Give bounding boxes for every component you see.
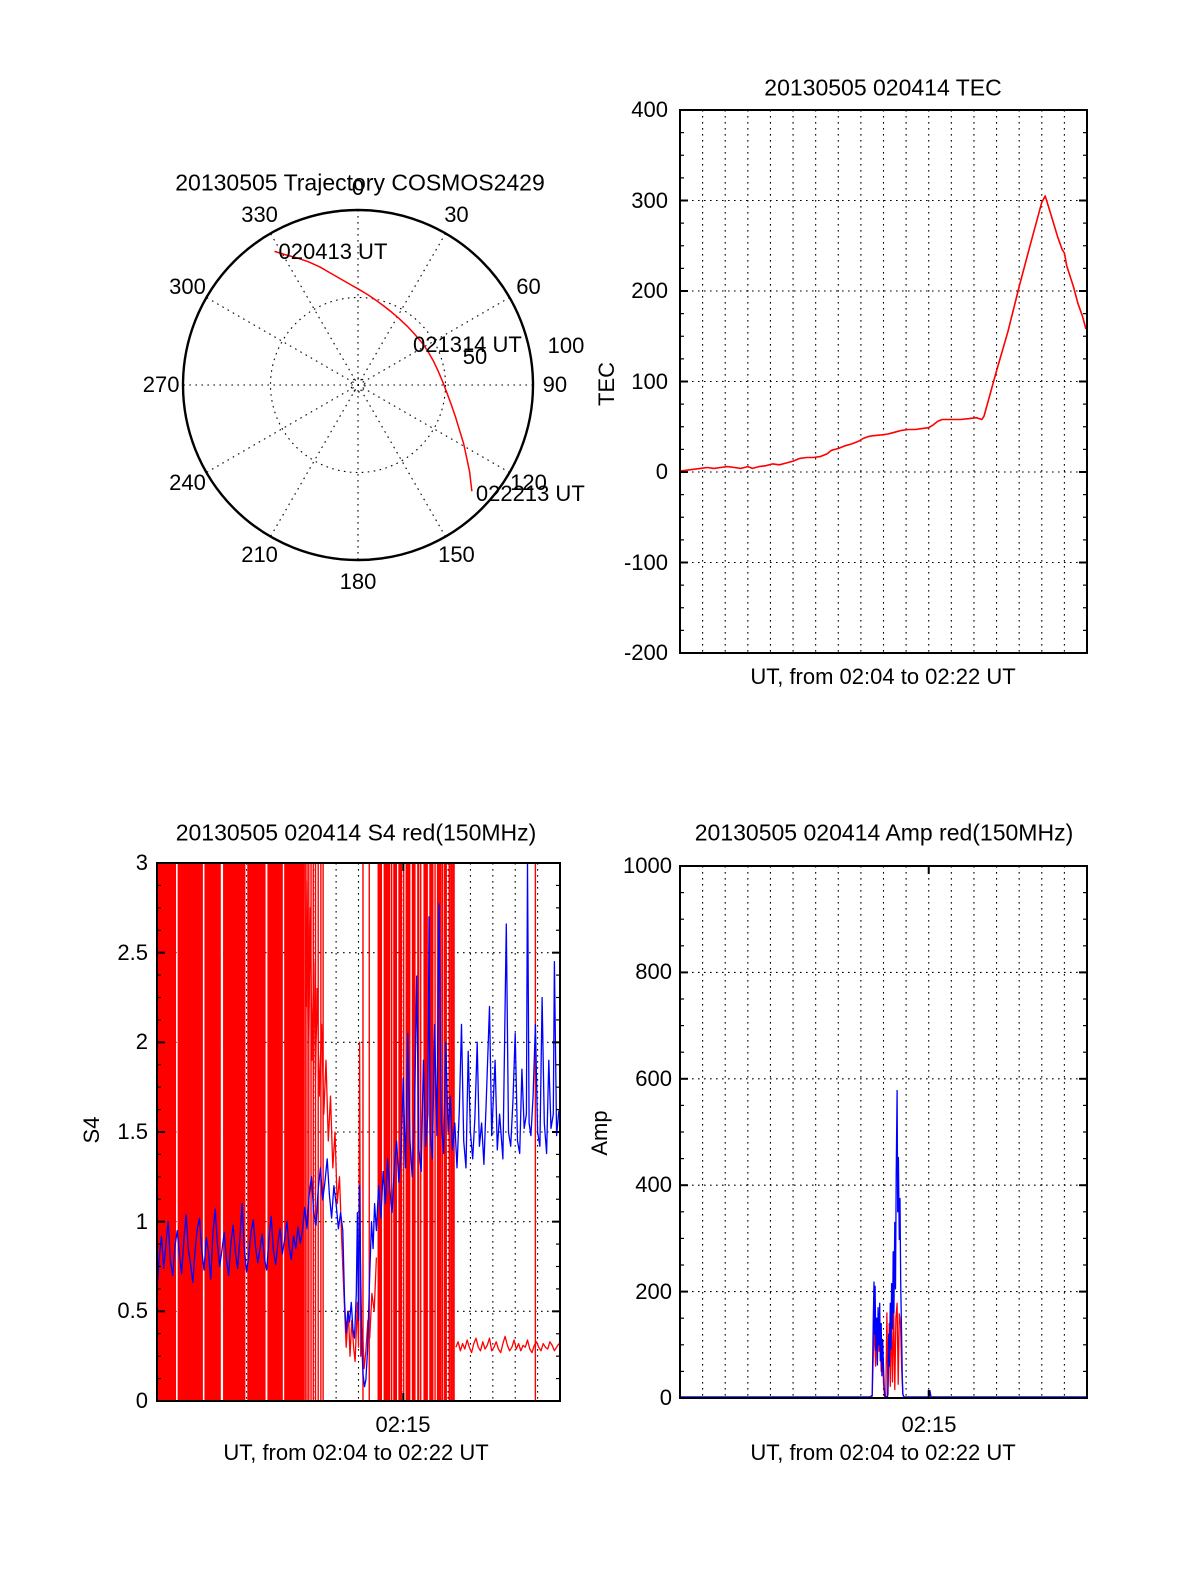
tec-ytick-label: 300 — [631, 187, 668, 213]
azimuth-tick-label: 0 — [351, 175, 365, 201]
amp-y-axis-label: Amp — [587, 1110, 612, 1156]
s4-x-axis-label: UT, from 02:04 to 02:22 UT — [223, 1440, 489, 1465]
amp-title: 20130505 020414 Amp red(150MHz) — [694, 819, 1074, 846]
amp-ytick-label: 400 — [635, 1172, 672, 1198]
azimuth-tick-label: 90 — [542, 372, 568, 397]
s4-ytick-label: 2.5 — [117, 939, 148, 965]
s4-ytick-label: 1.5 — [117, 1119, 148, 1144]
amp-ytick-label: 0 — [659, 1385, 672, 1410]
tec-ytick-label: 0 — [655, 459, 668, 484]
azimuth-tick-label: 60 — [516, 273, 541, 299]
s4-ytick-label: 0 — [135, 1388, 148, 1413]
tec-title: 20130505 020414 TEC — [764, 74, 1002, 101]
azimuth-tick-label: 270 — [142, 372, 180, 397]
trajectory-time-label: 022213 UT — [475, 481, 585, 507]
amp-ytick-label: 600 — [635, 1065, 672, 1091]
amp-xtick-label: 02:15 — [901, 1412, 957, 1437]
tec-ytick-label: 200 — [631, 278, 668, 303]
tec-ytick-label: -100 — [623, 549, 668, 575]
azimuth-tick-label: 30 — [444, 201, 469, 227]
azimuth-tick-label: 180 — [339, 568, 377, 594]
s4-y-axis-label: S4 — [79, 1116, 104, 1144]
trajectory-title: 20130505 Trajectory COSMOS2429 — [175, 169, 545, 196]
azimuth-tick-label: 150 — [438, 542, 475, 568]
trajectory-time-label: 021314 UT — [413, 332, 522, 358]
radial-tick-label: 100 — [547, 333, 585, 358]
amp-ytick-label: 200 — [635, 1278, 672, 1304]
azimuth-tick-label: 240 — [169, 470, 206, 496]
tec-ytick-label: 400 — [631, 97, 668, 122]
s4-ytick-label: 1 — [135, 1208, 148, 1234]
s4-ytick-label: 2 — [135, 1029, 148, 1055]
azimuth-tick-label: 120 — [510, 470, 547, 496]
tec-y-axis-label: TEC — [594, 362, 619, 406]
radial-tick-label: 50 — [462, 344, 488, 369]
tec-ytick-label: -200 — [623, 640, 668, 665]
tec-x-axis-label: UT, from 02:04 to 02:22 UT — [750, 664, 1016, 689]
s4-ytick-label: 3 — [135, 850, 148, 875]
amp-ytick-label: 1000 — [623, 853, 672, 878]
azimuth-tick-label: 300 — [169, 273, 206, 299]
trajectory-time-label: 020413 UT — [278, 239, 388, 265]
amp-x-axis-label: UT, from 02:04 to 02:22 UT — [750, 1440, 1016, 1465]
s4-xtick-label: 02:15 — [375, 1412, 431, 1437]
tec-ytick-label: 100 — [631, 368, 668, 394]
azimuth-tick-label: 210 — [241, 542, 278, 568]
amp-ytick-label: 800 — [635, 959, 672, 985]
s4-ytick-label: 0.5 — [117, 1298, 148, 1324]
azimuth-tick-label: 330 — [241, 201, 278, 227]
s4-title: 20130505 020414 S4 red(150MHz) — [175, 819, 537, 846]
